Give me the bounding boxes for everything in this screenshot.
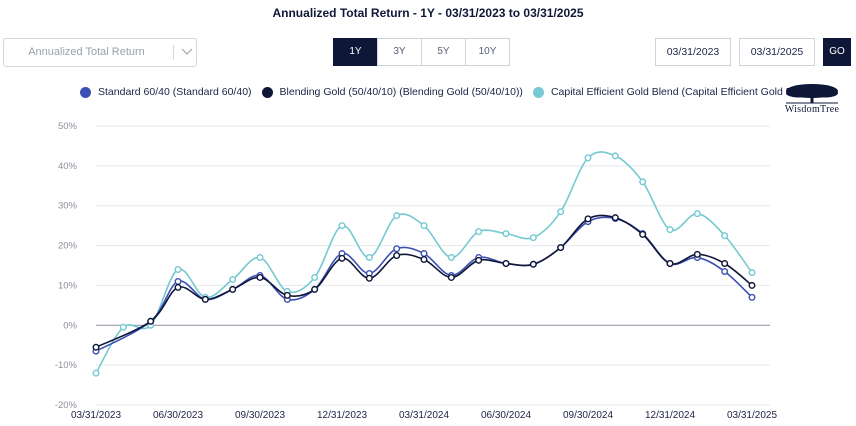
period-button-3y[interactable]: 3Y [377,38,422,66]
data-point-standard [393,245,401,253]
y-tick-label: 50% [58,121,78,132]
legend-item-capital[interactable]: Capital Efficient Gold Blend (Capital Ef… [532,86,817,98]
data-point-capital [748,269,756,277]
legend-item-standard[interactable]: Standard 60/40 (Standard 60/40) [80,86,252,98]
data-point-blending [639,230,647,238]
period-selector: 1Y 3Y 5Y 10Y [333,38,510,66]
data-point-blending [174,283,182,291]
data-point-blending [584,215,592,223]
data-point-capital [447,254,455,262]
legend-label-blending: Blending Gold (50/40/10) (Blending Gold … [279,86,523,98]
y-tick-label: 40% [58,161,78,172]
data-point-blending [748,281,756,289]
logo-wordmark: WisdomTree [784,104,840,115]
wisdomtree-logo: WisdomTree [772,83,852,119]
data-point-capital [666,226,674,234]
data-point-blending [256,273,264,281]
data-point-capital [721,232,729,240]
data-point-capital [502,230,510,238]
x-tick-label: 06/30/2023 [153,410,203,421]
data-point-standard [420,250,428,258]
legend-label-capital: Capital Efficient Gold Blend (Capital Ef… [550,86,817,98]
data-point-blending [420,256,428,264]
metric-dropdown-value: Annualized Total Return [28,46,145,58]
data-point-capital [420,222,428,230]
y-tick-label: 0% [63,320,77,331]
data-point-capital [311,273,319,281]
chevron-down-icon[interactable] [180,43,194,59]
data-point-capital [338,222,346,230]
data-point-blending [611,214,619,222]
series-line-blending [95,214,753,348]
data-point-standard [748,293,756,301]
chart-title: Annualized Total Return - 1Y - 03/31/202… [272,6,584,20]
data-point-capital [611,152,619,160]
y-tick-label: -10% [55,360,78,371]
dropdown-separator [173,45,174,60]
x-tick-label: 09/30/2024 [563,410,613,421]
x-tick-label: 03/31/2023 [71,410,121,421]
data-point-blending [721,260,729,268]
data-point-blending [693,250,701,258]
data-point-blending [92,343,100,351]
data-point-blending [229,285,237,293]
data-point-blending [557,244,565,252]
x-tick-label: 09/30/2023 [235,410,285,421]
data-point-capital [174,265,182,273]
data-point-capital [639,178,647,186]
data-point-blending [283,291,291,299]
data-point-capital [693,210,701,218]
data-point-blending [338,254,346,262]
y-tick-label: 30% [58,201,78,212]
chart-legend: Standard 60/40 (Standard 60/40) Blending… [80,86,826,98]
data-point-capital [475,228,483,236]
data-point-capital [584,154,592,162]
data-point-capital [557,208,565,216]
data-point-capital [529,234,537,242]
data-point-capital [92,369,100,377]
y-tick-label: 20% [58,241,78,252]
x-tick-label: 03/31/2024 [399,410,449,421]
x-tick-label: 12/31/2024 [645,410,695,421]
legend-marker-standard [80,86,91,98]
data-point-blending [502,260,510,268]
x-tick-label: 12/31/2023 [317,410,367,421]
data-point-capital [256,254,264,262]
y-tick-label: 10% [58,280,78,291]
data-point-blending [311,285,319,293]
start-date-input[interactable]: 03/31/2023 [655,38,731,66]
data-point-blending [666,260,674,268]
legend-marker-capital [532,86,544,98]
data-point-blending [201,295,209,303]
data-point-blending [447,273,455,281]
legend-marker-blending [261,86,273,98]
metric-dropdown[interactable]: Annualized Total Return [3,38,197,67]
legend-label-standard: Standard 60/40 (Standard 60/40) [98,86,252,98]
data-point-blending [393,252,401,260]
data-point-blending [365,274,373,282]
data-point-capital [393,212,401,220]
legend-item-blending[interactable]: Blending Gold (50/40/10) (Blending Gold … [261,86,523,98]
period-button-10y[interactable]: 10Y [465,38,510,66]
data-point-capital [229,275,237,283]
data-point-blending [147,317,155,325]
data-point-blending [529,260,537,268]
tree-icon [786,84,838,104]
data-point-standard [721,267,729,275]
x-tick-label: 06/30/2024 [481,410,531,421]
data-point-capital [365,254,373,262]
y-tick-label: -20% [55,400,78,411]
x-tick-label: 03/31/2025 [727,410,777,421]
data-point-blending [475,256,483,264]
data-point-standard [174,277,182,285]
go-button[interactable]: GO [823,38,851,66]
end-date-input[interactable]: 03/31/2025 [739,38,815,66]
data-point-capital [119,323,127,331]
